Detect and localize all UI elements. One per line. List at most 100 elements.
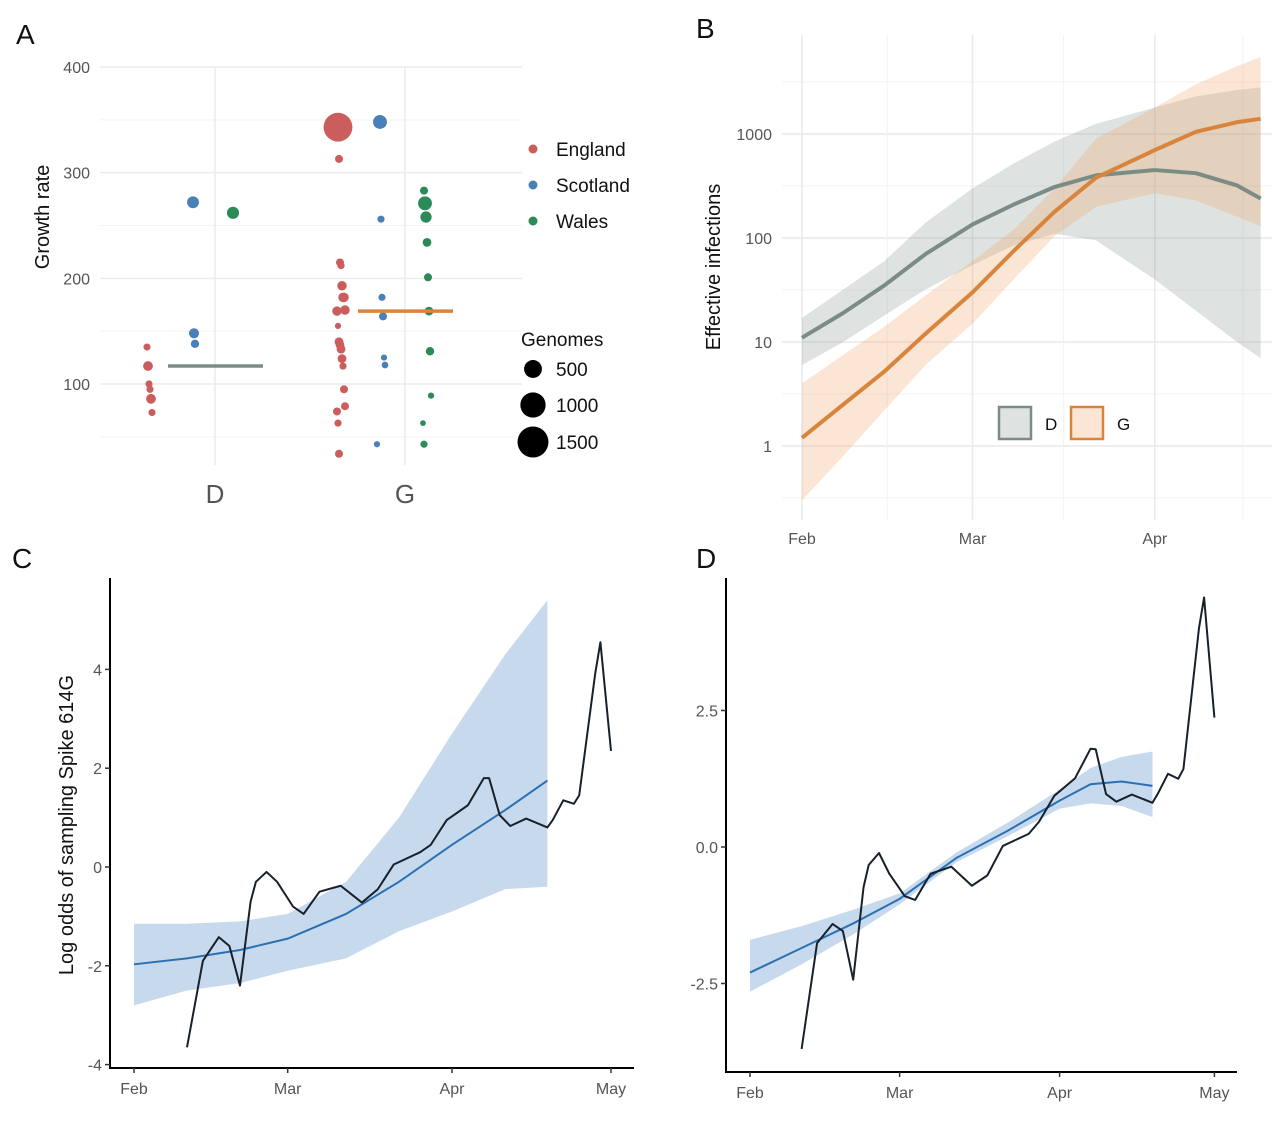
ribbon-g [802, 57, 1261, 501]
y-tick-label: -2.5 [690, 977, 718, 994]
x-tick-label: Mar [274, 1081, 302, 1098]
point-scotland [381, 361, 389, 369]
x-tick-label: Mar [886, 1085, 914, 1102]
point-england [337, 354, 347, 364]
legend-size-label: 1500 [556, 433, 598, 454]
point-wales [420, 440, 428, 448]
point-scotland [188, 328, 200, 339]
y-tick-label: -4 [88, 1058, 102, 1075]
y-axis-label: Log odds of sampling Spike 614G [56, 675, 78, 975]
legend-key-d [997, 405, 1033, 441]
y-tick-label: 100 [745, 231, 772, 248]
y-axis-label: Effective infections [703, 184, 725, 350]
point-wales [422, 238, 432, 247]
y-tick-label: 10 [754, 335, 772, 352]
line-g [800, 116, 1261, 440]
legend-size-dot [517, 426, 549, 458]
point-england [145, 380, 153, 388]
panel-c: -4 -2 0 2 4 Feb Mar Apr May C Log odds of sampli… [12, 543, 634, 1098]
x-tick-label: Apr [1142, 531, 1168, 548]
y-tick-label: 100 [63, 377, 90, 394]
point-england [143, 361, 153, 371]
point-wales [418, 196, 432, 211]
panel-a: 100 200 300 400 D G England Scotland Wales Genome… [16, 19, 630, 509]
point-england [146, 385, 154, 393]
x-tick-label: D [206, 479, 225, 509]
point-england [332, 306, 342, 316]
point-england [339, 292, 349, 303]
panel-b: 1 10 100 1000 Feb Mar Apr D G B Effective infect… [696, 13, 1272, 548]
x-tick-label: Mar [959, 531, 987, 548]
fitted-line [749, 780, 1153, 974]
legend-size-label: 1000 [556, 396, 598, 417]
legend-size-dot [524, 360, 542, 378]
legend-label: England [556, 140, 626, 161]
y-tick-label: 300 [63, 166, 90, 183]
y-tick-label: 4 [93, 662, 102, 679]
point-wales [226, 206, 240, 219]
point-england [335, 449, 343, 458]
point-england [335, 154, 343, 163]
point-scotland [190, 339, 200, 349]
y-tick-label: 1000 [736, 127, 772, 144]
x-tick-label: May [596, 1081, 626, 1098]
point-england [334, 322, 342, 329]
x-tick-label: Apr [440, 1081, 466, 1098]
legend-size-title: Genomes [521, 330, 603, 351]
y-tick-label: 0 [93, 860, 102, 877]
legend-label: Scotland [556, 176, 630, 197]
y-tick-label: -2 [88, 959, 102, 976]
point-england [334, 419, 342, 427]
point-scotland [377, 215, 385, 223]
point-wales [425, 347, 435, 356]
legend-label: G [1117, 415, 1130, 434]
point-england [323, 112, 353, 142]
ribbon-d [802, 87, 1261, 366]
legend-dot-scotland [528, 180, 538, 190]
y-tick-label: 400 [63, 60, 90, 77]
point-england [337, 262, 345, 270]
line-d [800, 168, 1262, 340]
point-england [143, 343, 151, 351]
point-scotland [379, 312, 387, 321]
y-tick-label: 2.5 [696, 704, 718, 721]
y-tick-label: 2 [93, 761, 102, 778]
y-axis-label: Growth rate [32, 165, 54, 269]
x-tick-label: Feb [736, 1085, 764, 1102]
panel-label-d: D [696, 543, 716, 574]
point-england [146, 393, 156, 404]
fitted-line [133, 779, 548, 966]
observed-line [800, 596, 1216, 1050]
point-scotland [187, 196, 199, 209]
point-england [336, 344, 346, 354]
panel-label-b: B [696, 13, 715, 44]
y-tick-label: 0.0 [696, 840, 718, 857]
point-england [333, 407, 341, 416]
point-wales [427, 392, 435, 399]
point-england [340, 305, 350, 315]
legend-size-label: 500 [556, 360, 588, 381]
x-tick-label: Feb [120, 1081, 148, 1098]
point-wales [420, 420, 426, 426]
x-tick-label: May [1199, 1085, 1229, 1102]
legend-size-dot [520, 392, 546, 418]
point-england [148, 408, 156, 417]
point-scotland [380, 354, 388, 361]
x-tick-label: Apr [1047, 1085, 1073, 1102]
legend-key-g [1069, 405, 1105, 441]
confidence-band [750, 751, 1153, 992]
panel-label-a: A [16, 19, 35, 50]
x-tick-label: G [395, 479, 415, 509]
confidence-band [134, 600, 548, 1006]
panel-label-c: C [12, 543, 32, 574]
point-scotland [373, 115, 387, 129]
point-england [337, 280, 347, 291]
point-england [341, 402, 349, 411]
legend-label: D [1045, 415, 1057, 434]
legend-dot-england [528, 144, 538, 154]
legend-dot-wales [528, 216, 538, 226]
y-tick-label: 200 [63, 271, 90, 288]
legend-label: Wales [556, 212, 608, 233]
point-wales [420, 211, 432, 223]
